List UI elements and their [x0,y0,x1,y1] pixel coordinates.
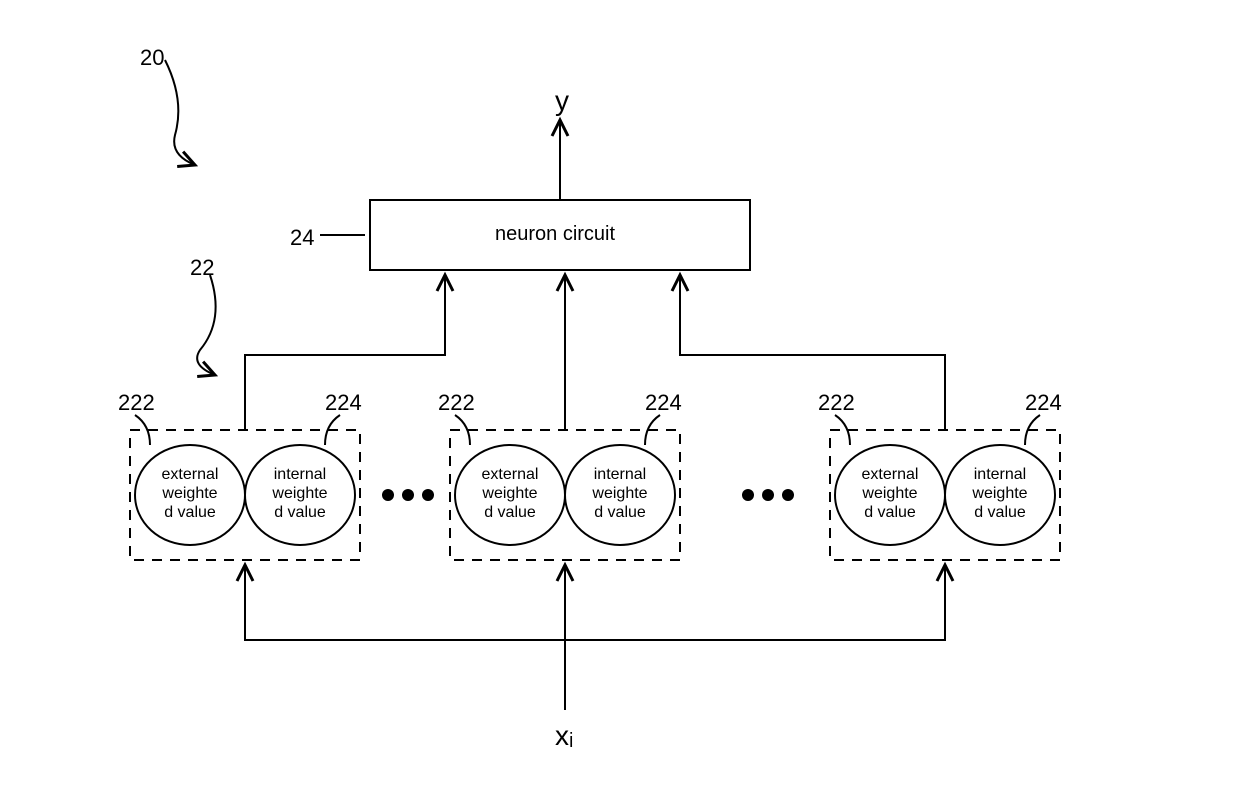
external-label-1: externalweighted value [470,465,550,523]
module-2-to-neuron-arrow [680,275,945,430]
ref-222-label-2: 222 [818,390,855,416]
input-branch-arrow-0 [245,565,565,640]
ellipsis-dot-2 [422,489,434,501]
external-label-0: externalweighted value [150,465,230,523]
external-label-2: externalweighted value [850,465,930,523]
ellipsis-dot-5 [782,489,794,501]
ellipsis-dot-4 [762,489,774,501]
ellipsis-dot-0 [382,489,394,501]
internal-label-0: internalweighted value [260,465,340,523]
ref-224-label-2: 224 [1025,390,1062,416]
input-branch-arrow-1 [565,565,945,640]
neuron-box-label: neuron circuit [495,223,615,246]
ref-20-arrow [165,60,195,165]
internal-label-1: internalweighted value [580,465,660,523]
ref-20-label: 20 [140,45,164,71]
ellipsis-dot-1 [402,489,414,501]
ref-22-label: 22 [190,255,214,281]
ref-24-label: 24 [290,225,314,251]
ref-224-label-1: 224 [645,390,682,416]
input-label: xᵢ [555,720,573,752]
ref-222-label-0: 222 [118,390,155,416]
ellipsis-dot-3 [742,489,754,501]
ref-222-label-1: 222 [438,390,475,416]
ref-22-arrow [197,275,215,375]
output-label: y [555,85,569,117]
internal-label-2: internalweighted value [960,465,1040,523]
ref-224-label-0: 224 [325,390,362,416]
